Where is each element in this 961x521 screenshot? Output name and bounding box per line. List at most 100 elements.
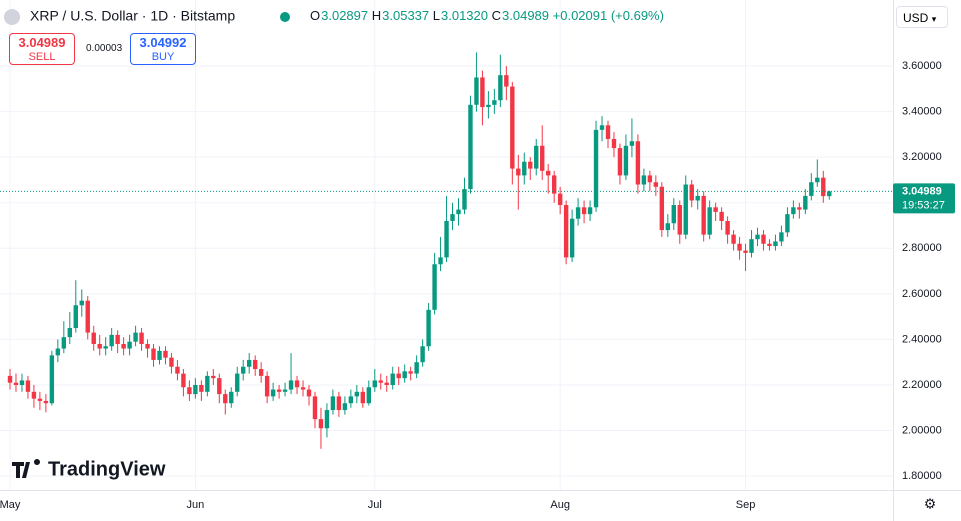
candle-body	[13, 382, 19, 385]
candle-body	[181, 373, 186, 388]
logo-icon	[12, 459, 40, 478]
candle	[462, 177, 467, 215]
candle-body	[330, 396, 336, 411]
candle-body	[127, 341, 132, 349]
candle	[713, 202, 718, 221]
candle	[300, 380, 306, 397]
candle-body	[360, 391, 366, 404]
candle	[647, 170, 653, 192]
ohlc-value: 3.04989	[502, 8, 549, 23]
candle-body	[25, 380, 31, 392]
candle-body	[528, 161, 533, 169]
candle-body	[378, 380, 383, 383]
candle-body	[629, 141, 635, 146]
candle-body	[731, 234, 736, 244]
candle-body	[623, 145, 629, 176]
candle	[43, 394, 49, 413]
candle-body	[241, 366, 246, 374]
candle	[528, 157, 533, 180]
candle	[193, 378, 198, 399]
candle	[13, 373, 19, 392]
x-tick-label: Aug	[550, 499, 570, 511]
candle-body	[73, 305, 78, 329]
candle	[534, 138, 539, 176]
candle-body	[390, 373, 395, 385]
candle	[623, 134, 629, 180]
candle	[264, 371, 270, 404]
candle	[767, 239, 772, 251]
candle	[109, 328, 114, 351]
candle-body	[223, 394, 228, 404]
candle-body	[462, 189, 467, 210]
candle	[402, 364, 407, 383]
candle-body	[31, 391, 37, 399]
candle-body	[546, 170, 551, 176]
sell-button[interactable]: 3.04989 SELL	[9, 33, 75, 65]
candle-body	[665, 223, 670, 231]
candle-body	[474, 77, 479, 105]
candle	[414, 355, 419, 379]
candle-body	[653, 182, 659, 187]
candle-body	[384, 382, 389, 385]
candle-body	[270, 389, 276, 397]
candle-body	[557, 193, 563, 206]
candle-body	[300, 387, 306, 390]
candle	[384, 375, 389, 392]
candle-body	[115, 334, 120, 344]
currency: USD	[903, 11, 929, 25]
candle-body	[229, 391, 234, 404]
sell-price: 3.04989	[18, 35, 66, 50]
candle-body	[264, 375, 270, 397]
candle	[115, 330, 120, 354]
candle	[743, 243, 748, 272]
candle-body	[779, 232, 784, 242]
candle-body	[145, 343, 150, 349]
candle-body	[743, 250, 748, 253]
candle-body	[707, 207, 712, 235]
ohlc-value: 3.01320	[441, 8, 488, 23]
candle-body	[282, 389, 288, 392]
candle	[324, 403, 330, 438]
candle	[617, 143, 623, 185]
candle-body	[121, 343, 126, 349]
candle-body	[719, 211, 724, 221]
candle-body	[43, 400, 49, 404]
buy-button[interactable]: 3.04992 BUY	[130, 33, 196, 65]
candle-body	[61, 337, 67, 349]
candle	[815, 159, 820, 187]
candle	[474, 52, 479, 112]
candle	[653, 175, 659, 196]
candle-body	[217, 378, 222, 395]
spread: 0.00003	[86, 43, 123, 54]
candle	[97, 334, 102, 356]
candle-body	[67, 328, 72, 338]
candle	[450, 202, 455, 231]
candle	[557, 186, 563, 215]
candle	[707, 200, 712, 240]
currency-button[interactable]: USD ▾	[896, 6, 948, 28]
settings-icon[interactable]: ⚙	[924, 496, 937, 512]
candle-body	[797, 207, 802, 210]
candle-body	[725, 220, 730, 235]
candle-body	[252, 359, 258, 370]
candle	[169, 353, 174, 374]
candle-body	[492, 100, 497, 105]
candle	[677, 200, 682, 244]
candle-body	[294, 380, 300, 388]
candle-body	[37, 398, 43, 401]
candle	[540, 125, 545, 180]
candle	[516, 154, 521, 210]
candle	[133, 325, 138, 347]
candle-body	[647, 175, 653, 183]
candle	[7, 369, 13, 390]
candle-body	[432, 264, 437, 310]
candle	[181, 369, 186, 397]
candle-body	[522, 161, 527, 176]
candle	[701, 191, 706, 242]
candle	[145, 339, 150, 358]
ohlc-key: H	[372, 8, 381, 23]
candle	[569, 209, 575, 262]
candle	[659, 182, 665, 237]
candle	[737, 236, 742, 260]
ohlc-key: C	[492, 8, 501, 23]
